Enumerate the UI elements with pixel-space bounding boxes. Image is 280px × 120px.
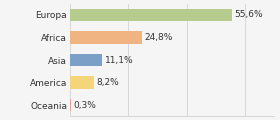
Text: 24,8%: 24,8% — [145, 33, 173, 42]
Bar — [70, 9, 232, 21]
Text: 55,6%: 55,6% — [235, 10, 263, 19]
Bar — [70, 76, 94, 89]
Bar — [70, 54, 102, 66]
Text: 8,2%: 8,2% — [96, 78, 119, 87]
Bar — [70, 99, 71, 111]
Bar — [70, 31, 143, 44]
Text: 0,3%: 0,3% — [73, 101, 96, 110]
Text: 11,1%: 11,1% — [105, 55, 133, 65]
